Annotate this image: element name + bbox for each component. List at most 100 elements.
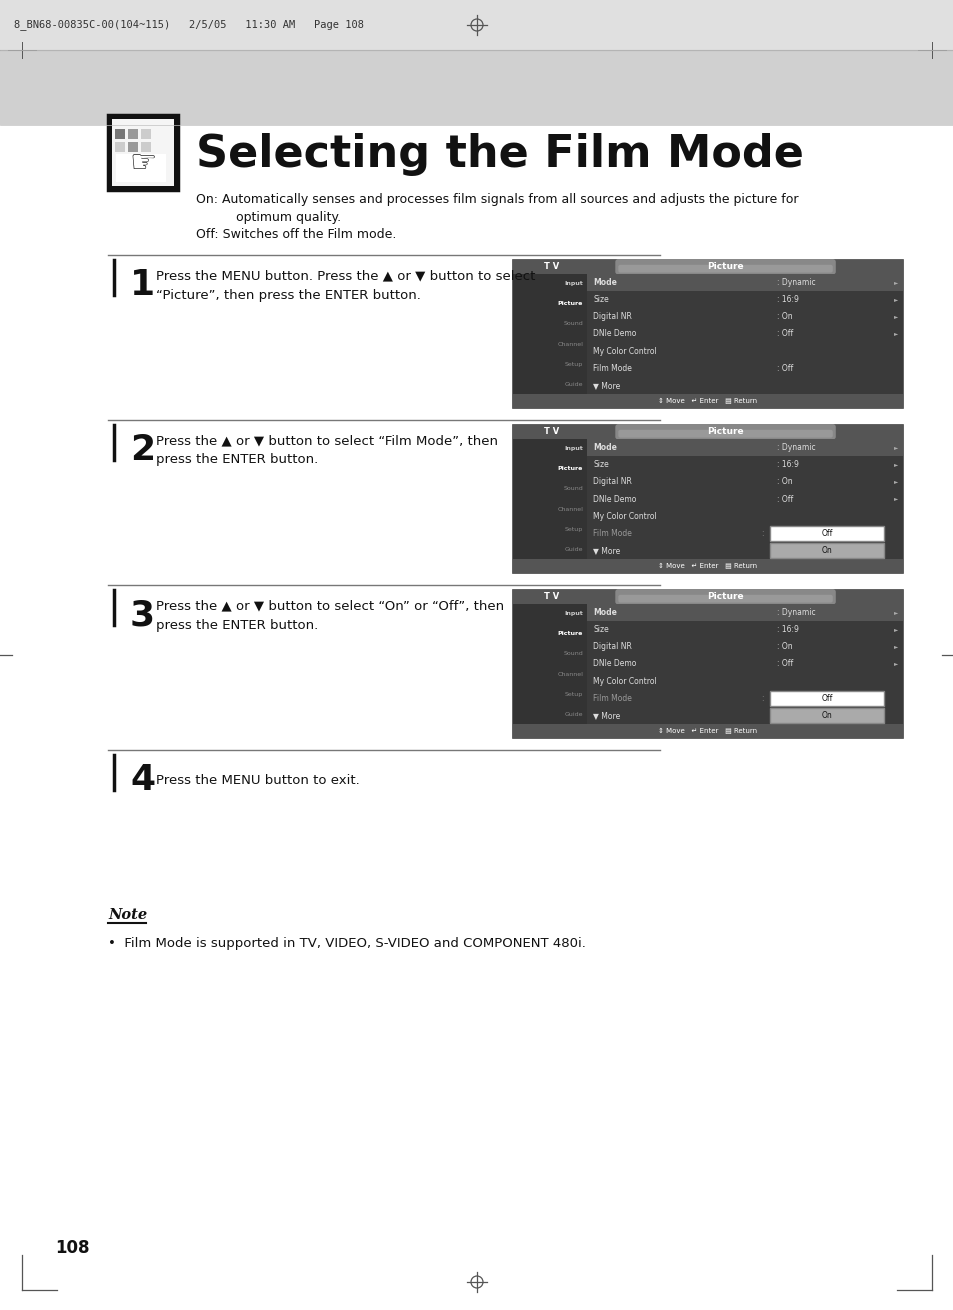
Bar — [115, 128, 125, 139]
Text: 8_BN68-00835C-00(104~115)   2/5/05   11:30 AM   Page 108: 8_BN68-00835C-00(104~115) 2/5/05 11:30 A… — [14, 20, 364, 30]
Bar — [513, 259, 902, 407]
Text: •  Film Mode is supported in TV, VIDEO, S-VIDEO and COMPONENT 480i.: • Film Mode is supported in TV, VIDEO, S… — [108, 937, 585, 950]
Text: Off: Off — [821, 694, 832, 703]
Text: Film Mode: Film Mode — [593, 364, 631, 373]
Text: : 16:9: : 16:9 — [776, 625, 798, 634]
Text: Mode: Mode — [593, 278, 617, 287]
Text: Input: Input — [564, 612, 582, 616]
Text: : Dynamic: : Dynamic — [776, 443, 815, 452]
Text: 3: 3 — [130, 597, 155, 631]
Text: 108: 108 — [55, 1239, 90, 1258]
Bar — [513, 439, 586, 559]
Text: My Color Control: My Color Control — [593, 512, 657, 521]
Text: ►: ► — [893, 662, 897, 667]
Bar — [513, 394, 902, 407]
Bar — [116, 155, 166, 182]
Text: press the ENTER button.: press the ENTER button. — [156, 453, 318, 466]
Text: Digital NR: Digital NR — [593, 477, 631, 486]
Text: ⇕ Move   ↵ Enter   ▤ Return: ⇕ Move ↵ Enter ▤ Return — [658, 728, 757, 734]
Text: ►: ► — [893, 314, 897, 320]
Text: Size: Size — [593, 625, 608, 634]
Text: 4: 4 — [130, 762, 155, 796]
Text: : Dynamic: : Dynamic — [776, 608, 815, 617]
Text: :: : — [761, 529, 766, 538]
Bar — [586, 439, 902, 559]
Text: ►: ► — [893, 479, 897, 485]
FancyBboxPatch shape — [618, 595, 832, 603]
Text: Guide: Guide — [564, 381, 582, 386]
Bar — [769, 544, 883, 558]
Text: Picture: Picture — [558, 466, 582, 472]
FancyBboxPatch shape — [615, 590, 835, 605]
Bar — [513, 259, 902, 274]
Text: Input: Input — [564, 447, 582, 451]
Text: Picture: Picture — [706, 592, 743, 601]
Text: Sound: Sound — [563, 321, 582, 326]
Text: ►: ► — [893, 462, 897, 466]
Text: : 16:9: : 16:9 — [776, 460, 798, 469]
Text: press the ENTER button.: press the ENTER button. — [156, 618, 318, 631]
Text: Press the ▲ or ▼ button to select “On” or “Off”, then: Press the ▲ or ▼ button to select “On” o… — [156, 600, 503, 613]
Text: Channel: Channel — [557, 507, 582, 512]
Text: ►: ► — [893, 645, 897, 650]
Text: : Off: : Off — [776, 659, 792, 668]
Text: 1: 1 — [130, 269, 155, 303]
Text: Size: Size — [593, 295, 608, 304]
Bar — [0, 50, 953, 124]
Text: My Color Control: My Color Control — [593, 677, 657, 685]
Text: My Color Control: My Color Control — [593, 347, 657, 356]
Bar — [586, 274, 902, 291]
Text: Channel: Channel — [557, 342, 582, 347]
Text: Picture: Picture — [558, 631, 582, 637]
Text: T V: T V — [544, 592, 559, 601]
Bar — [586, 604, 902, 724]
Text: Selecting the Film Mode: Selecting the Film Mode — [195, 134, 803, 177]
Text: : Dynamic: : Dynamic — [776, 278, 815, 287]
Text: Press the MENU button to exit.: Press the MENU button to exit. — [156, 773, 359, 786]
Text: Sound: Sound — [563, 651, 582, 656]
Bar — [128, 128, 138, 139]
Text: Press the MENU button. Press the ▲ or ▼ button to select: Press the MENU button. Press the ▲ or ▼ … — [156, 270, 535, 283]
Text: ⇕ Move   ↵ Enter   ▤ Return: ⇕ Move ↵ Enter ▤ Return — [658, 563, 757, 570]
Text: ►: ► — [893, 297, 897, 303]
Text: : 16:9: : 16:9 — [776, 295, 798, 304]
FancyBboxPatch shape — [615, 424, 835, 440]
FancyBboxPatch shape — [615, 259, 835, 275]
Text: ☞: ☞ — [130, 149, 156, 178]
Text: Mode: Mode — [593, 608, 617, 617]
Text: T V: T V — [544, 262, 559, 271]
Text: ▼ More: ▼ More — [593, 546, 619, 555]
Text: T V: T V — [544, 427, 559, 436]
Text: Size: Size — [593, 460, 608, 469]
Bar — [586, 439, 902, 456]
Bar — [513, 274, 586, 394]
Bar — [769, 692, 883, 706]
Text: optimum quality.: optimum quality. — [195, 211, 341, 224]
Text: ▼ More: ▼ More — [593, 711, 619, 720]
Text: Picture: Picture — [558, 301, 582, 307]
Bar — [769, 709, 883, 723]
Text: Film Mode: Film Mode — [593, 694, 631, 703]
Text: On: On — [821, 711, 832, 720]
Bar — [769, 527, 883, 541]
Text: On: On — [821, 546, 832, 555]
FancyBboxPatch shape — [618, 430, 832, 438]
Text: Guide: Guide — [564, 711, 582, 717]
Bar — [513, 424, 902, 572]
Text: Off: Off — [821, 529, 832, 538]
Bar — [586, 274, 902, 394]
Bar — [513, 604, 586, 724]
Text: 2: 2 — [130, 434, 155, 466]
Text: ⇕ Move   ↵ Enter   ▤ Return: ⇕ Move ↵ Enter ▤ Return — [658, 398, 757, 405]
Text: On: Automatically senses and processes film signals from all sources and adjusts: On: Automatically senses and processes f… — [195, 194, 798, 207]
Text: Film Mode: Film Mode — [593, 529, 631, 538]
Text: Digital NR: Digital NR — [593, 642, 631, 651]
FancyBboxPatch shape — [618, 265, 832, 272]
Text: Digital NR: Digital NR — [593, 312, 631, 321]
Text: Mode: Mode — [593, 443, 617, 452]
Text: “Picture”, then press the ENTER button.: “Picture”, then press the ENTER button. — [156, 288, 420, 301]
Bar — [513, 559, 902, 572]
Text: DNIe Demo: DNIe Demo — [593, 330, 636, 338]
Text: Input: Input — [564, 282, 582, 286]
Text: : Off: : Off — [776, 494, 792, 503]
